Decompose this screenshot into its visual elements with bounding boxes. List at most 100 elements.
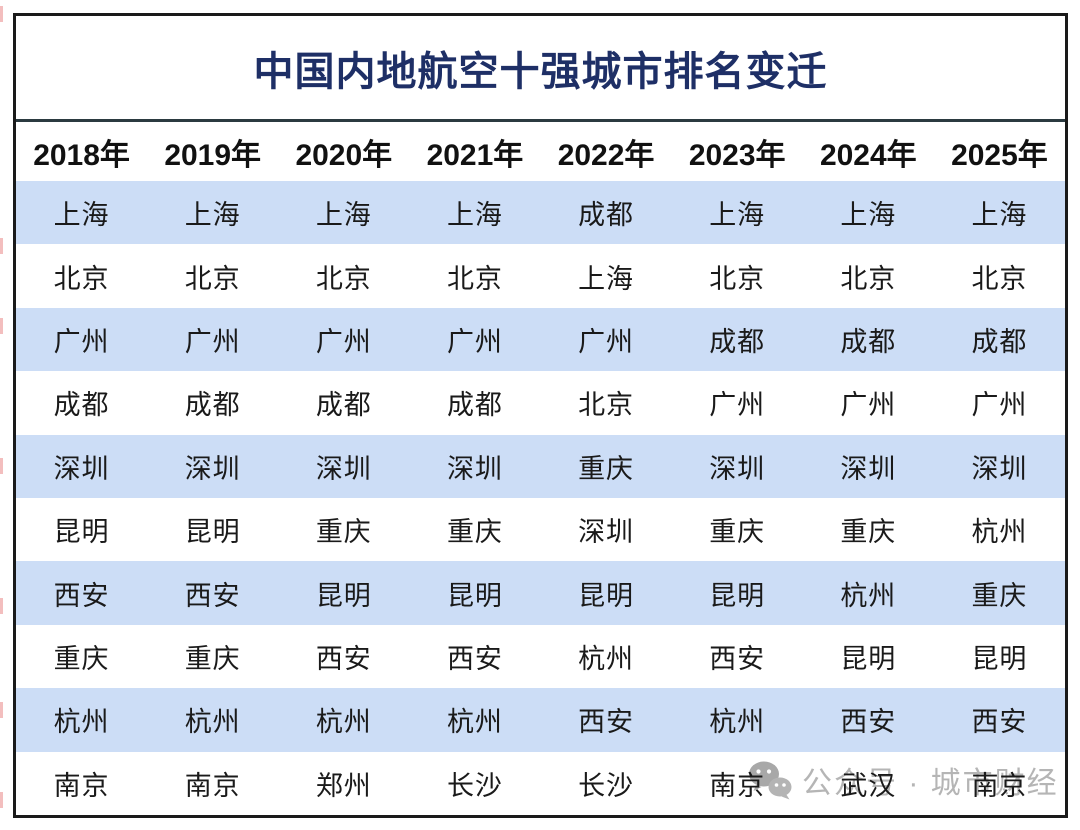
city-cell: 上海 <box>315 200 372 231</box>
city-cell: 北京 <box>446 263 503 294</box>
city-cell: 南京 <box>53 770 110 801</box>
city-cell: 广州 <box>53 327 110 358</box>
city-cell: 南京 <box>971 770 1028 801</box>
table-row: 深圳 深圳 深圳 深圳 重庆 深圳 深圳 深圳 <box>16 434 1065 499</box>
city-cell: 上海 <box>709 200 766 231</box>
city-cell: 昆明 <box>315 580 372 611</box>
title-divider <box>16 119 1065 122</box>
city-cell: 成都 <box>971 327 1028 358</box>
city-cell: 北京 <box>53 263 110 294</box>
city-cell: 重庆 <box>53 644 110 675</box>
city-cell: 深圳 <box>709 453 766 484</box>
city-cell: 杭州 <box>709 707 766 738</box>
table-row: 西安 西安 昆明 昆明 昆明 昆明 杭州 重庆 <box>16 561 1065 625</box>
city-cell: 成都 <box>446 390 503 421</box>
city-cell: 深圳 <box>446 453 503 484</box>
year-header-cell: 2021年 <box>426 138 524 172</box>
left-edge-artifact <box>0 598 3 614</box>
table-row: 广州 广州 广州 广州 广州 成都 成都 成都 <box>16 307 1065 372</box>
left-edge-artifact <box>0 702 3 718</box>
city-cell: 广州 <box>840 390 897 421</box>
city-cell: 北京 <box>840 263 897 294</box>
table-body: 上海 上海 上海 上海 成都 上海 上海 上海 北京 北京 北京 北京 上海 北京 北京 北京 广州 广州 广州 广州… <box>16 181 1065 816</box>
city-cell: 昆明 <box>709 580 766 611</box>
city-cell: 杭州 <box>578 644 635 675</box>
city-cell: 北京 <box>578 390 635 421</box>
city-cell: 西安 <box>971 707 1028 738</box>
city-cell: 武汉 <box>840 770 897 801</box>
page-title: 中国内地航空十强城市排名变迁 <box>253 49 828 94</box>
left-edge-artifact <box>0 318 3 334</box>
city-cell: 长沙 <box>578 770 635 801</box>
city-cell: 上海 <box>184 200 241 231</box>
table-row: 南京 南京 郑州 长沙 长沙 南京 武汉 南京 <box>16 751 1065 816</box>
city-cell: 广州 <box>446 327 503 358</box>
year-header-cell: 2020年 <box>295 138 393 172</box>
watermark: 公众号 · 城市财经 <box>746 758 1059 802</box>
city-cell: 北京 <box>971 263 1028 294</box>
city-cell: 上海 <box>578 263 635 294</box>
city-cell: 广州 <box>971 390 1028 421</box>
city-cell: 杭州 <box>840 580 897 611</box>
city-cell: 重庆 <box>446 517 503 548</box>
city-cell: 杭州 <box>446 707 503 738</box>
city-cell: 重庆 <box>709 517 766 548</box>
table-row: 北京 北京 北京 北京 上海 北京 北京 北京 <box>16 244 1065 308</box>
left-edge-artifact <box>0 458 3 474</box>
watermark-text: 公众号 · 城市财经 <box>802 767 1059 800</box>
year-header-cell: 2024年 <box>819 138 917 172</box>
city-cell: 广州 <box>315 327 372 358</box>
city-cell: 昆明 <box>446 580 503 611</box>
city-cell: 深圳 <box>315 453 372 484</box>
city-cell: 成都 <box>184 390 241 421</box>
city-cell: 重庆 <box>840 517 897 548</box>
city-cell: 杭州 <box>184 707 241 738</box>
city-cell: 昆明 <box>578 580 635 611</box>
city-cell: 昆明 <box>53 517 110 548</box>
city-cell: 成都 <box>315 390 372 421</box>
city-cell: 昆明 <box>184 517 241 548</box>
city-cell: 昆明 <box>840 644 897 675</box>
city-cell: 郑州 <box>315 770 372 801</box>
table-row: 重庆 重庆 西安 西安 杭州 西安 昆明 昆明 <box>16 624 1065 689</box>
city-cell: 深圳 <box>971 453 1028 484</box>
city-cell: 深圳 <box>578 517 635 548</box>
table-row: 昆明 昆明 重庆 重庆 深圳 重庆 重庆 杭州 <box>16 498 1065 562</box>
table-row: 杭州 杭州 杭州 杭州 西安 杭州 西安 西安 <box>16 688 1065 752</box>
left-edge-artifact <box>0 6 3 22</box>
year-header-cell: 2023年 <box>688 138 786 172</box>
city-cell: 广州 <box>709 390 766 421</box>
city-cell: 深圳 <box>184 453 241 484</box>
city-cell: 杭州 <box>971 517 1028 548</box>
city-cell: 西安 <box>578 707 635 738</box>
city-cell: 西安 <box>446 644 503 675</box>
city-cell: 成都 <box>578 200 635 231</box>
city-cell: 北京 <box>315 263 372 294</box>
table-row: 上海 上海 上海 上海 成都 上海 上海 上海 <box>16 181 1065 245</box>
city-cell: 重庆 <box>578 453 635 484</box>
city-cell: 昆明 <box>971 644 1028 675</box>
year-header-cell: 2022年 <box>557 138 655 172</box>
city-cell: 杭州 <box>53 707 110 738</box>
city-cell: 西安 <box>184 580 241 611</box>
year-header-cell: 2018年 <box>33 138 130 172</box>
left-edge-artifact <box>0 238 3 254</box>
city-cell: 重庆 <box>184 644 241 675</box>
title-bar: 中国内地航空十强城市排名变迁 <box>16 16 1065 119</box>
year-header-cell: 2019年 <box>164 138 262 172</box>
ranking-table: 中国内地航空十强城市排名变迁 2018年 2019年 2020年 2021年 2022年… <box>13 13 1068 818</box>
city-cell: 成都 <box>709 327 766 358</box>
city-cell: 上海 <box>53 200 110 231</box>
left-edge-artifact <box>0 792 3 808</box>
city-cell: 重庆 <box>971 580 1028 611</box>
city-cell: 西安 <box>315 644 372 675</box>
city-cell: 上海 <box>446 200 503 231</box>
city-cell: 上海 <box>971 200 1028 231</box>
city-cell: 北京 <box>709 263 766 294</box>
city-cell: 南京 <box>184 770 241 801</box>
city-cell: 西安 <box>53 580 110 611</box>
city-cell: 西安 <box>709 644 766 675</box>
city-cell: 北京 <box>184 263 241 294</box>
city-cell: 南京 <box>709 770 766 801</box>
table-row: 成都 成都 成都 成都 北京 广州 广州 广州 <box>16 371 1065 435</box>
